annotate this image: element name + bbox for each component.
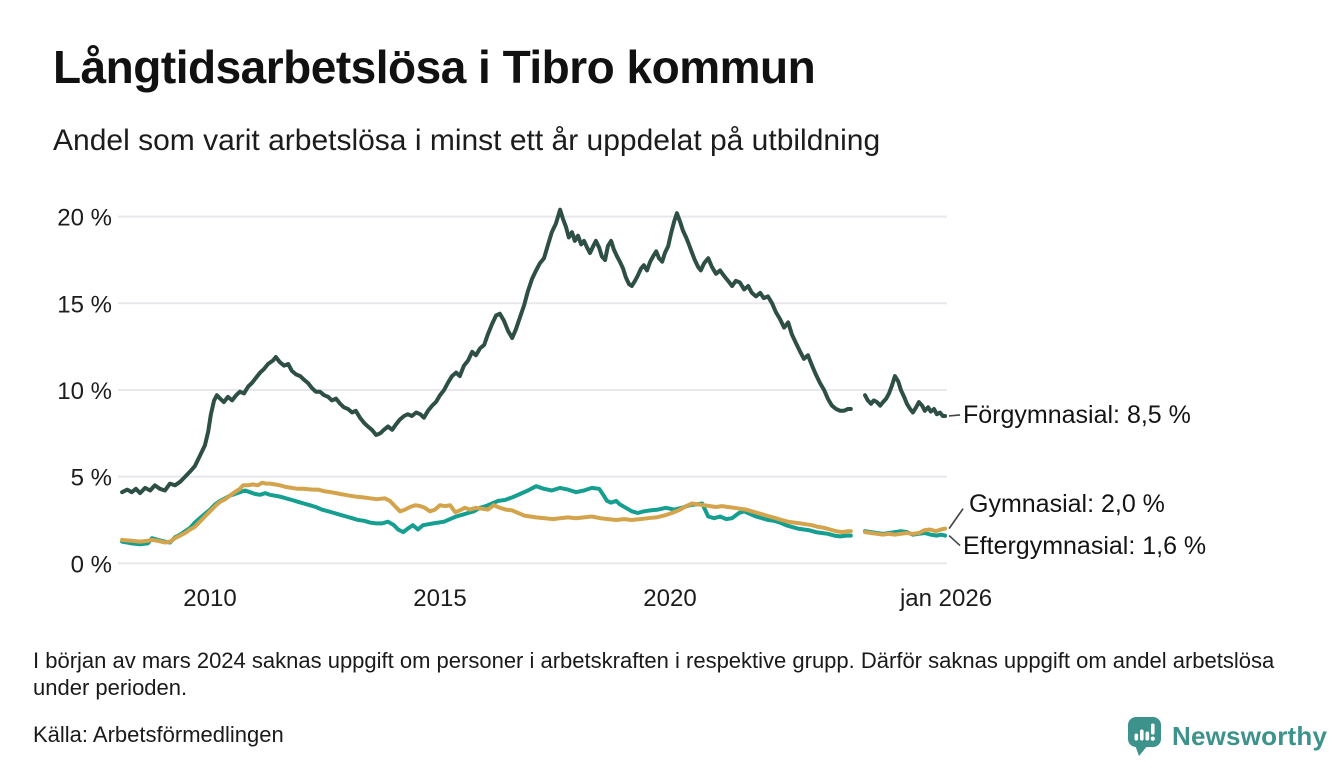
line-chart: 0 % 5 % 10 % 15 % 20 % 2010 2015 2020 jan 2026 (57, 205, 992, 612)
x-tick-label: 2020 (643, 585, 696, 612)
y-tick-label: 15 % (57, 291, 112, 318)
chart-subtitle: Andel som varit arbetslösa i minst ett å… (53, 124, 881, 157)
y-tick-label: 20 % (57, 205, 112, 232)
label-connector-eftergymnasial (948, 534, 961, 547)
source-line: Källa: Arbetsförmedlingen (33, 722, 284, 747)
x-tick-label: jan 2026 (899, 585, 992, 612)
x-tick-label: 2015 (413, 585, 466, 612)
y-tick-label: 10 % (57, 378, 112, 405)
page-title: Långtidsarbetslösa i Tibro kommun (53, 41, 816, 93)
y-tick-label: 0 % (71, 551, 112, 578)
series-line-forgymnasial (120, 207, 853, 496)
x-tick-label: 2010 (183, 585, 236, 612)
series-end-label-gymnasial: Gymnasial: 2,0 % (969, 490, 1165, 518)
label-connector-forgymnasial (949, 414, 961, 417)
series-end-label-eftergymnasial: Eftergymnasial: 1,6 % (963, 532, 1207, 560)
newsworthy-wordmark: Newsworthy (1172, 721, 1328, 751)
series-end-label-forgymnasial: Förgymnasial: 8,5 % (963, 401, 1191, 429)
series-line-gymnasial (120, 480, 853, 545)
newsworthy-logo[interactable]: Newsworthy (1127, 716, 1327, 757)
label-connector-gymnasial (948, 508, 964, 530)
y-tick-label: 5 % (71, 465, 112, 492)
newsworthy-logo-icon (1128, 717, 1161, 756)
series-line-forgymnasial (863, 374, 948, 418)
series-line-gymnasial (863, 526, 948, 537)
footnote: I början av mars 2024 saknas uppgift om … (33, 648, 1275, 700)
